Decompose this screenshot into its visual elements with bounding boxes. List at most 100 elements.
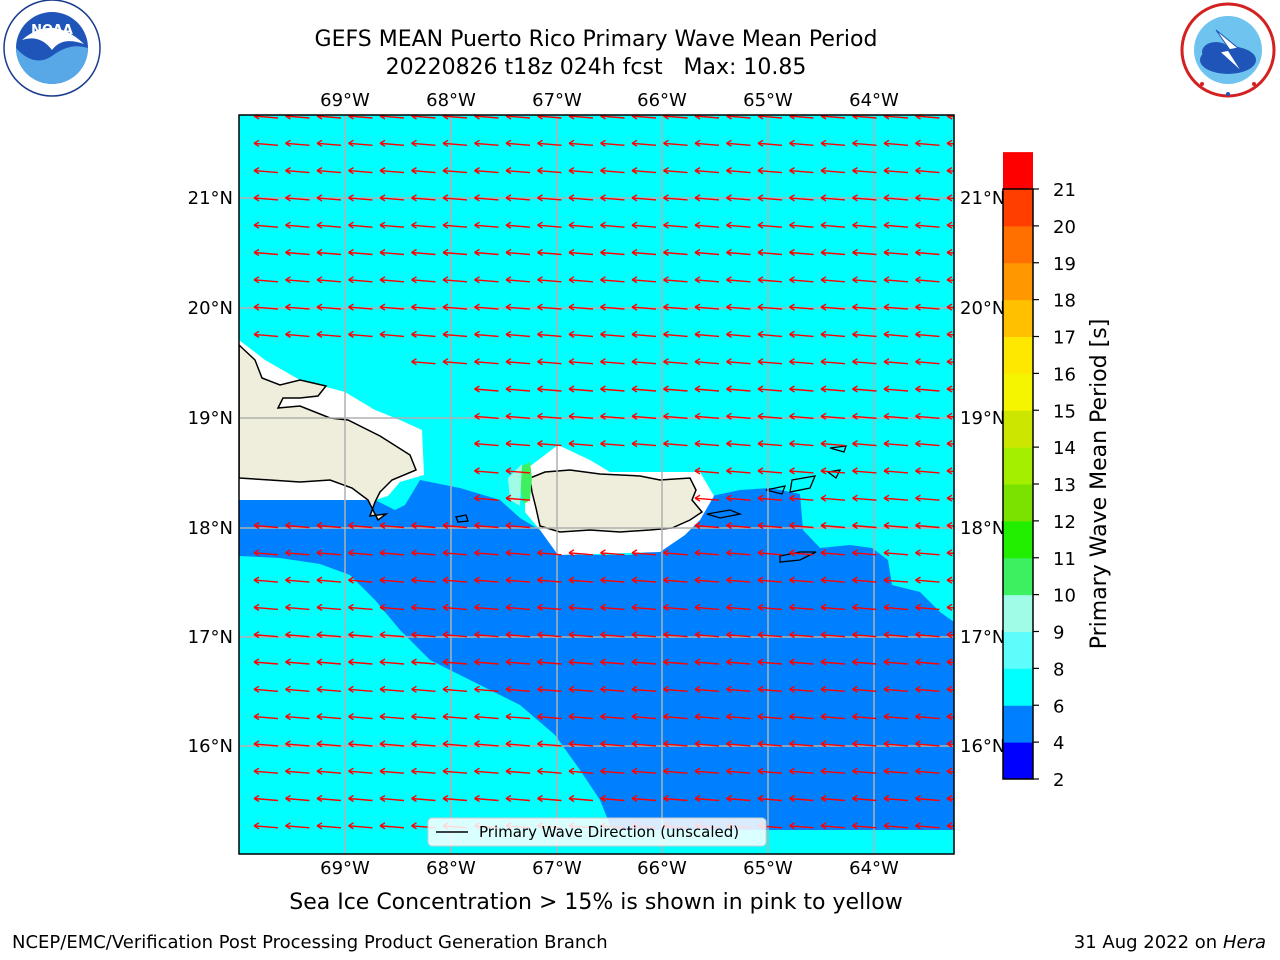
wave-arrow (820, 385, 846, 393)
wave-arrow (631, 767, 657, 775)
wave-arrow (568, 194, 594, 202)
wave-arrow (348, 603, 373, 612)
wave-arrow (442, 767, 468, 775)
wave-arrow (915, 194, 940, 202)
wave-arrow (757, 248, 783, 257)
wave-arrow (663, 767, 688, 775)
wave-arrow (474, 221, 499, 229)
wave-arrow (820, 603, 846, 612)
wave-arrow (631, 740, 657, 748)
wave-arrow (505, 303, 531, 311)
footer-credit: NCEP/EMC/Verification Post Processing Pr… (12, 932, 608, 953)
colorbar-segment (1003, 484, 1033, 522)
lon-label-bottom: 68°W (426, 858, 476, 879)
wave-arrow (505, 467, 531, 475)
wave-arrow (379, 794, 405, 803)
wave-arrow (726, 166, 751, 175)
wave-arrow (537, 330, 562, 339)
wave-arrow (253, 330, 279, 339)
wave-arrow (253, 248, 279, 257)
wave-arrow (757, 521, 783, 530)
wave-arrow (316, 248, 342, 257)
wave-arrow (852, 712, 877, 721)
wave-arrow (820, 712, 846, 721)
lat-label-left: 17°N (188, 627, 233, 648)
wave-arrow (568, 276, 594, 284)
wave-arrow (631, 794, 657, 803)
wave-arrow (348, 248, 373, 257)
wave-arrow (285, 248, 310, 257)
lat-label-left: 16°N (188, 736, 233, 757)
wave-arrow (726, 712, 751, 721)
wave-arrow (474, 358, 499, 366)
wave-arrow (285, 576, 310, 584)
wave-arrow (726, 439, 751, 448)
colorbar-tick-label: 19 (1053, 254, 1076, 275)
lat-label-right: 21°N (960, 188, 1005, 209)
wave-arrow (316, 712, 342, 721)
wave-arrow (820, 412, 846, 420)
wave-arrow (411, 685, 436, 693)
wave-arrow (694, 166, 720, 175)
map-legend: Primary Wave Direction (unscaled) (427, 817, 767, 847)
wave-arrow (820, 494, 846, 502)
wave-arrow (316, 740, 342, 748)
wave-arrow (379, 549, 405, 557)
wave-arrow (474, 576, 499, 584)
wave-arrow (285, 658, 310, 666)
wave-arrow (568, 712, 594, 721)
wave-arrow (757, 194, 783, 202)
wave-arrow (946, 221, 954, 229)
wave-arrow (379, 685, 405, 693)
wave-arrow (789, 521, 814, 530)
wave-arrow (253, 139, 279, 147)
wave-arrow (537, 139, 562, 147)
wave-arrow (820, 330, 846, 339)
wave-arrow (505, 330, 531, 339)
wave-arrow (789, 685, 814, 693)
virgin-islands (765, 445, 847, 495)
wave-arrow (285, 139, 310, 147)
wave-arrow (348, 658, 373, 666)
wave-arrow (474, 494, 499, 502)
wave-arrow (379, 712, 405, 721)
wave-arrow (915, 549, 940, 557)
wave-arrow (537, 631, 562, 639)
wave-arrow (694, 221, 720, 229)
wave-arrow (915, 303, 940, 311)
colorbar-label: Primary Wave Mean Period [s] (1087, 319, 1112, 650)
wave-arrow (568, 549, 594, 557)
wave-arrow (915, 385, 940, 393)
wave-arrow (348, 221, 373, 229)
wave-arrow (316, 822, 342, 830)
wave-arrow (537, 358, 562, 366)
colorbar-tick-label: 2 (1053, 770, 1064, 791)
wave-arrow (694, 521, 720, 530)
wave-arrow (946, 358, 954, 366)
wave-arrow (883, 221, 909, 229)
wave-arrow (600, 549, 625, 557)
wave-arrow (505, 385, 531, 393)
wave-arrow (568, 767, 594, 775)
wave-arrow (568, 330, 594, 339)
noaa-logo-text: NOAA (31, 23, 73, 38)
wave-arrow (789, 385, 814, 393)
wave-arrow (600, 330, 625, 339)
wave-arrow (852, 494, 877, 502)
wave-arrow (789, 139, 814, 147)
wave-arrow (726, 248, 751, 257)
wave-arrow (694, 439, 720, 448)
wave-arrow (946, 740, 954, 748)
wave-arrow (348, 767, 373, 775)
wave-arrow (411, 166, 436, 175)
wave-arrow (915, 576, 940, 584)
wave-arrow (789, 166, 814, 175)
wave-arrow (505, 549, 531, 557)
wave-arrow (285, 740, 310, 748)
wave-arrow (505, 767, 531, 775)
wave-arrow (789, 576, 814, 584)
lat-label-left: 21°N (188, 188, 233, 209)
wave-arrow (820, 822, 846, 830)
colorbar-tick-label: 16 (1053, 364, 1076, 385)
wave-arrow (379, 194, 405, 202)
